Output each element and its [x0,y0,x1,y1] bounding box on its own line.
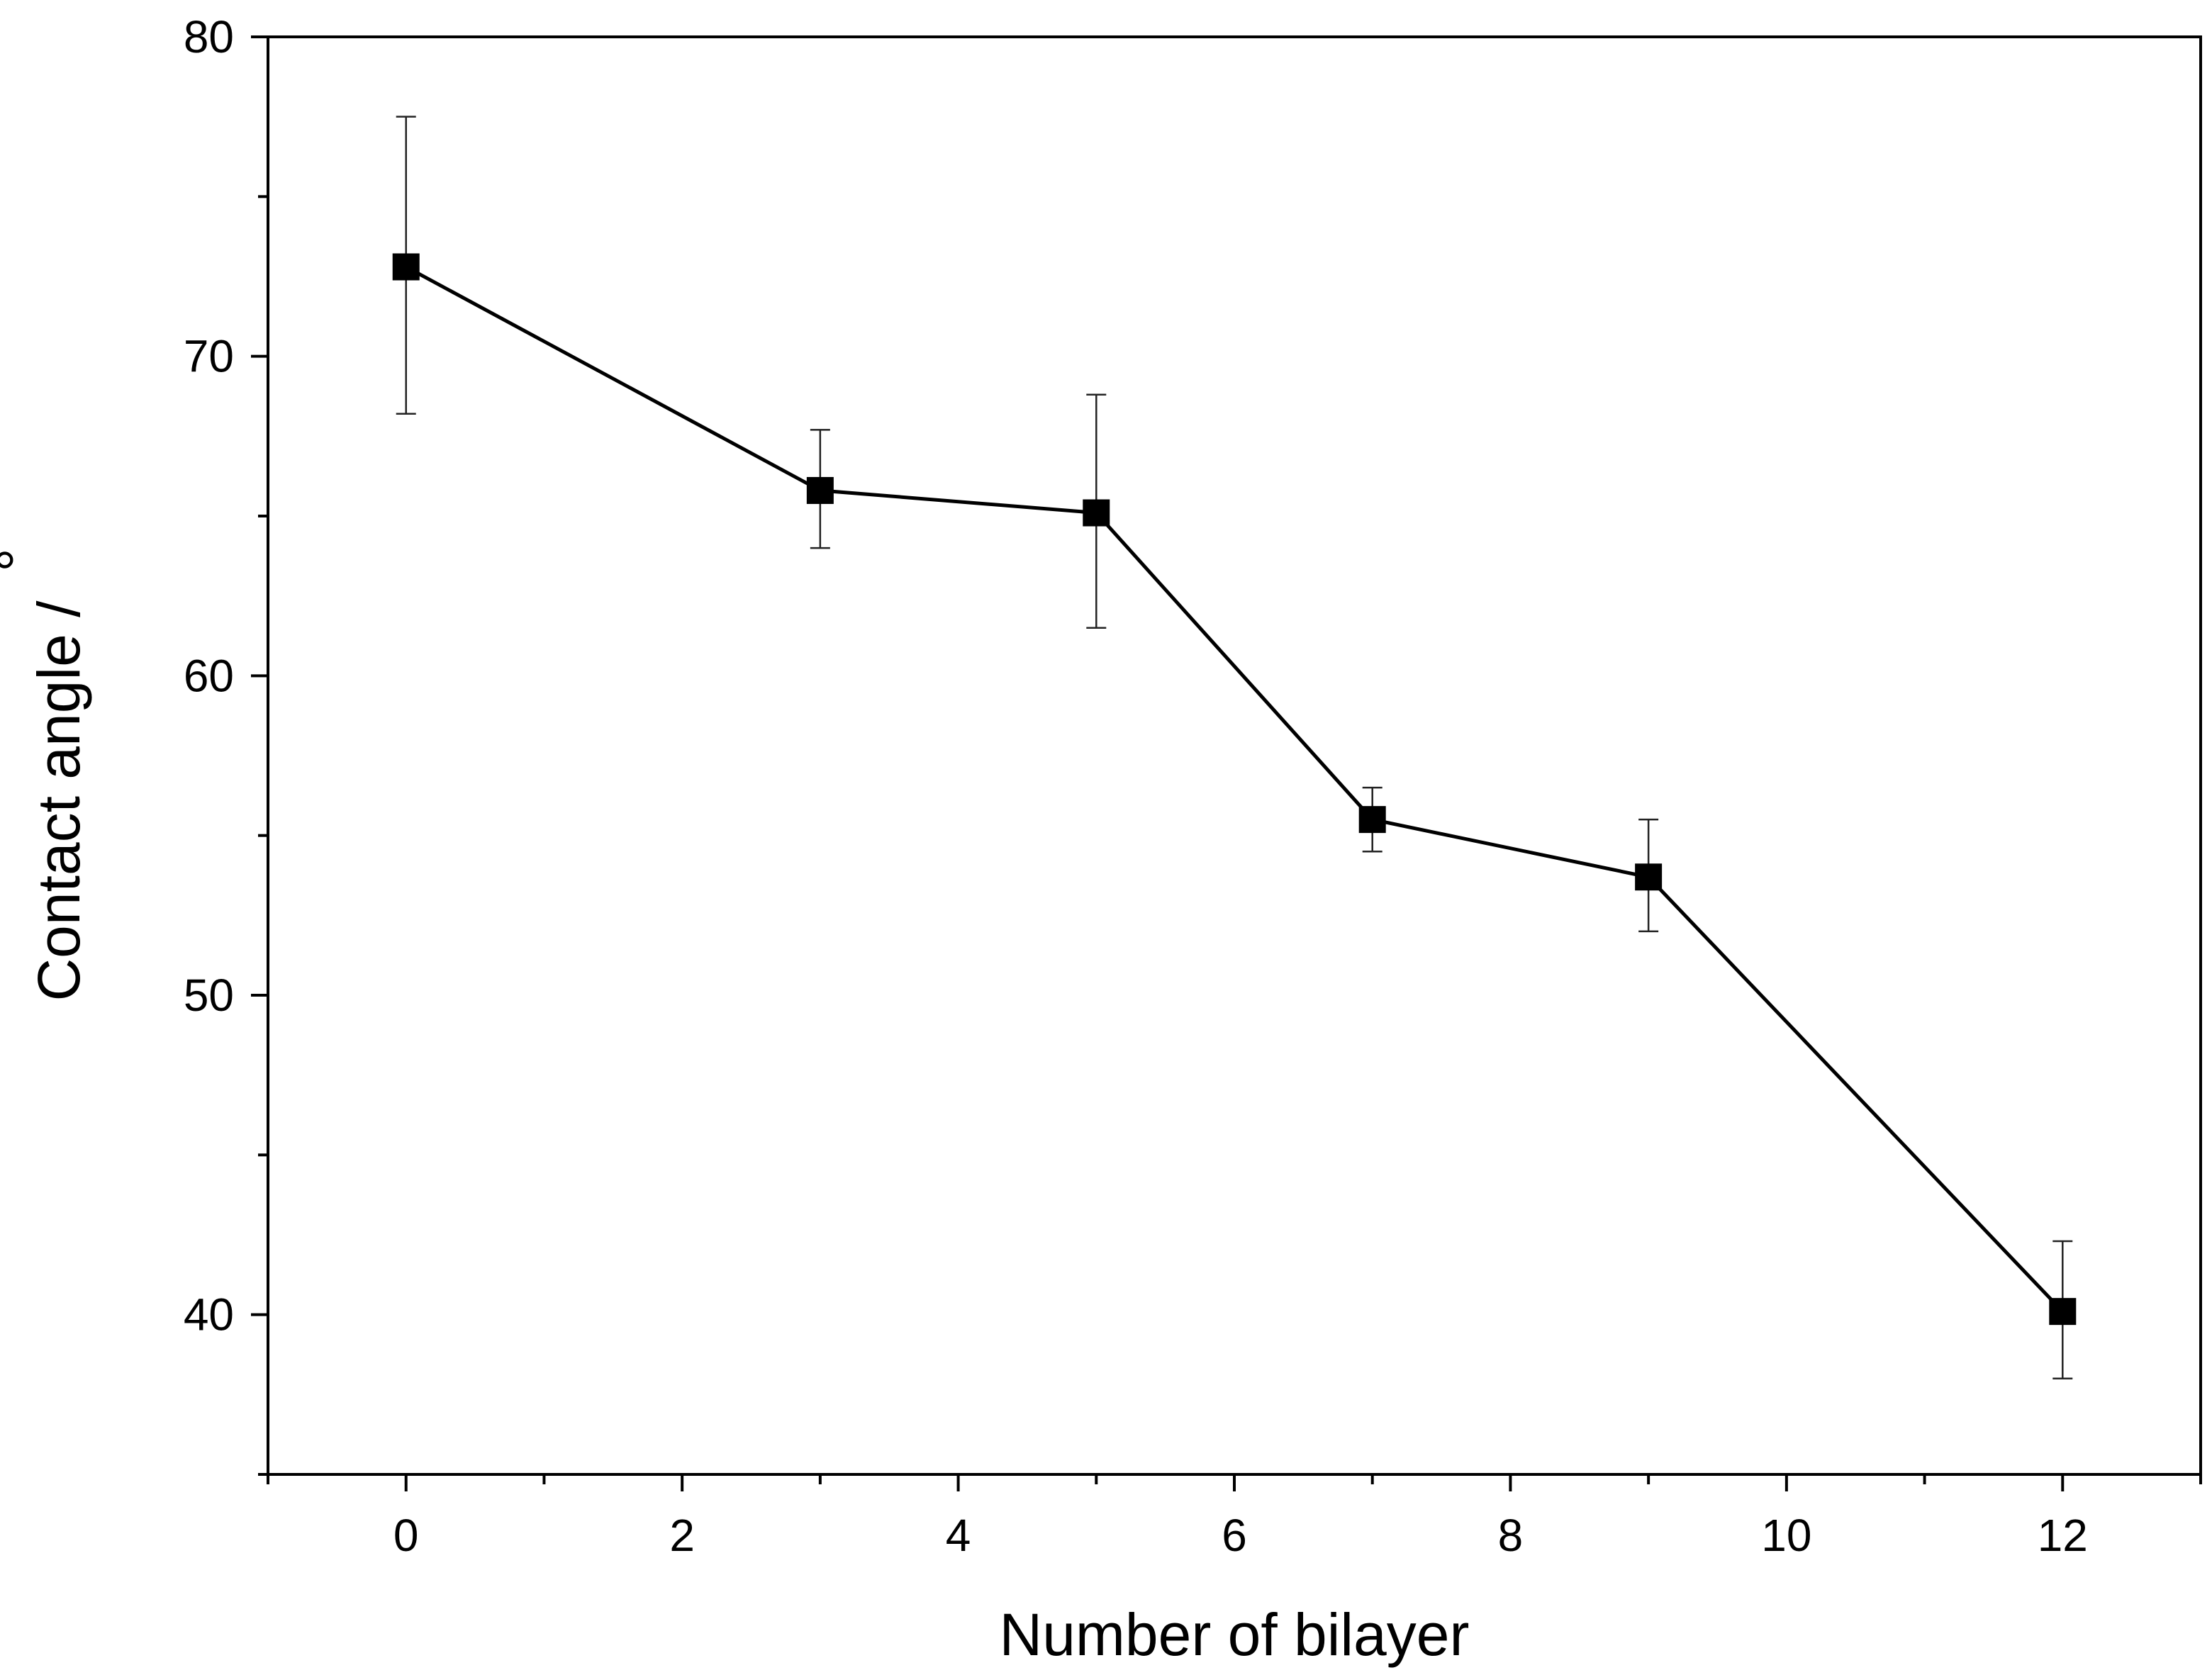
y-tick-label: 40 [184,1289,234,1340]
x-axis-ticks: 0 2 4 6 8 10 12 [267,1474,2202,1561]
series-layer [392,116,2077,1380]
y-tick-label: 50 [184,970,234,1021]
data-point-marker [1358,806,1386,834]
x-tick-label: 2 [669,1510,695,1561]
y-tick-label: 60 [184,650,234,701]
data-point-marker [1635,863,1663,891]
x-tick-label: 4 [946,1510,971,1561]
data-point-marker [2049,1298,2077,1326]
y-axis-title: Contact angle / [26,600,92,1002]
x-tick-label: 8 [1498,1510,1524,1561]
x-tick-label: 12 [2038,1510,2088,1561]
y-axis-title-text: Contact angle / [26,600,92,1002]
axis-titles: Number of bilayer Contact angle / ° [0,548,1469,1668]
series-line [405,265,2065,1313]
y-tick-label: 70 [184,331,234,382]
x-tick-label: 10 [1761,1510,1811,1561]
plot-frame [267,35,2202,1476]
x-tick-label: 0 [393,1510,419,1561]
data-point-marker [1083,499,1110,527]
x-tick-label: 6 [1222,1510,1247,1561]
y-axis-unit: ° [0,548,51,572]
y-axis-ticks: 40 50 60 70 80 [184,11,268,1476]
data-point-marker [392,253,420,281]
plot-border [267,35,2202,1476]
data-point-marker [806,476,834,504]
y-tick-label: 80 [184,11,234,62]
x-axis-title: Number of bilayer [1000,1601,1470,1668]
